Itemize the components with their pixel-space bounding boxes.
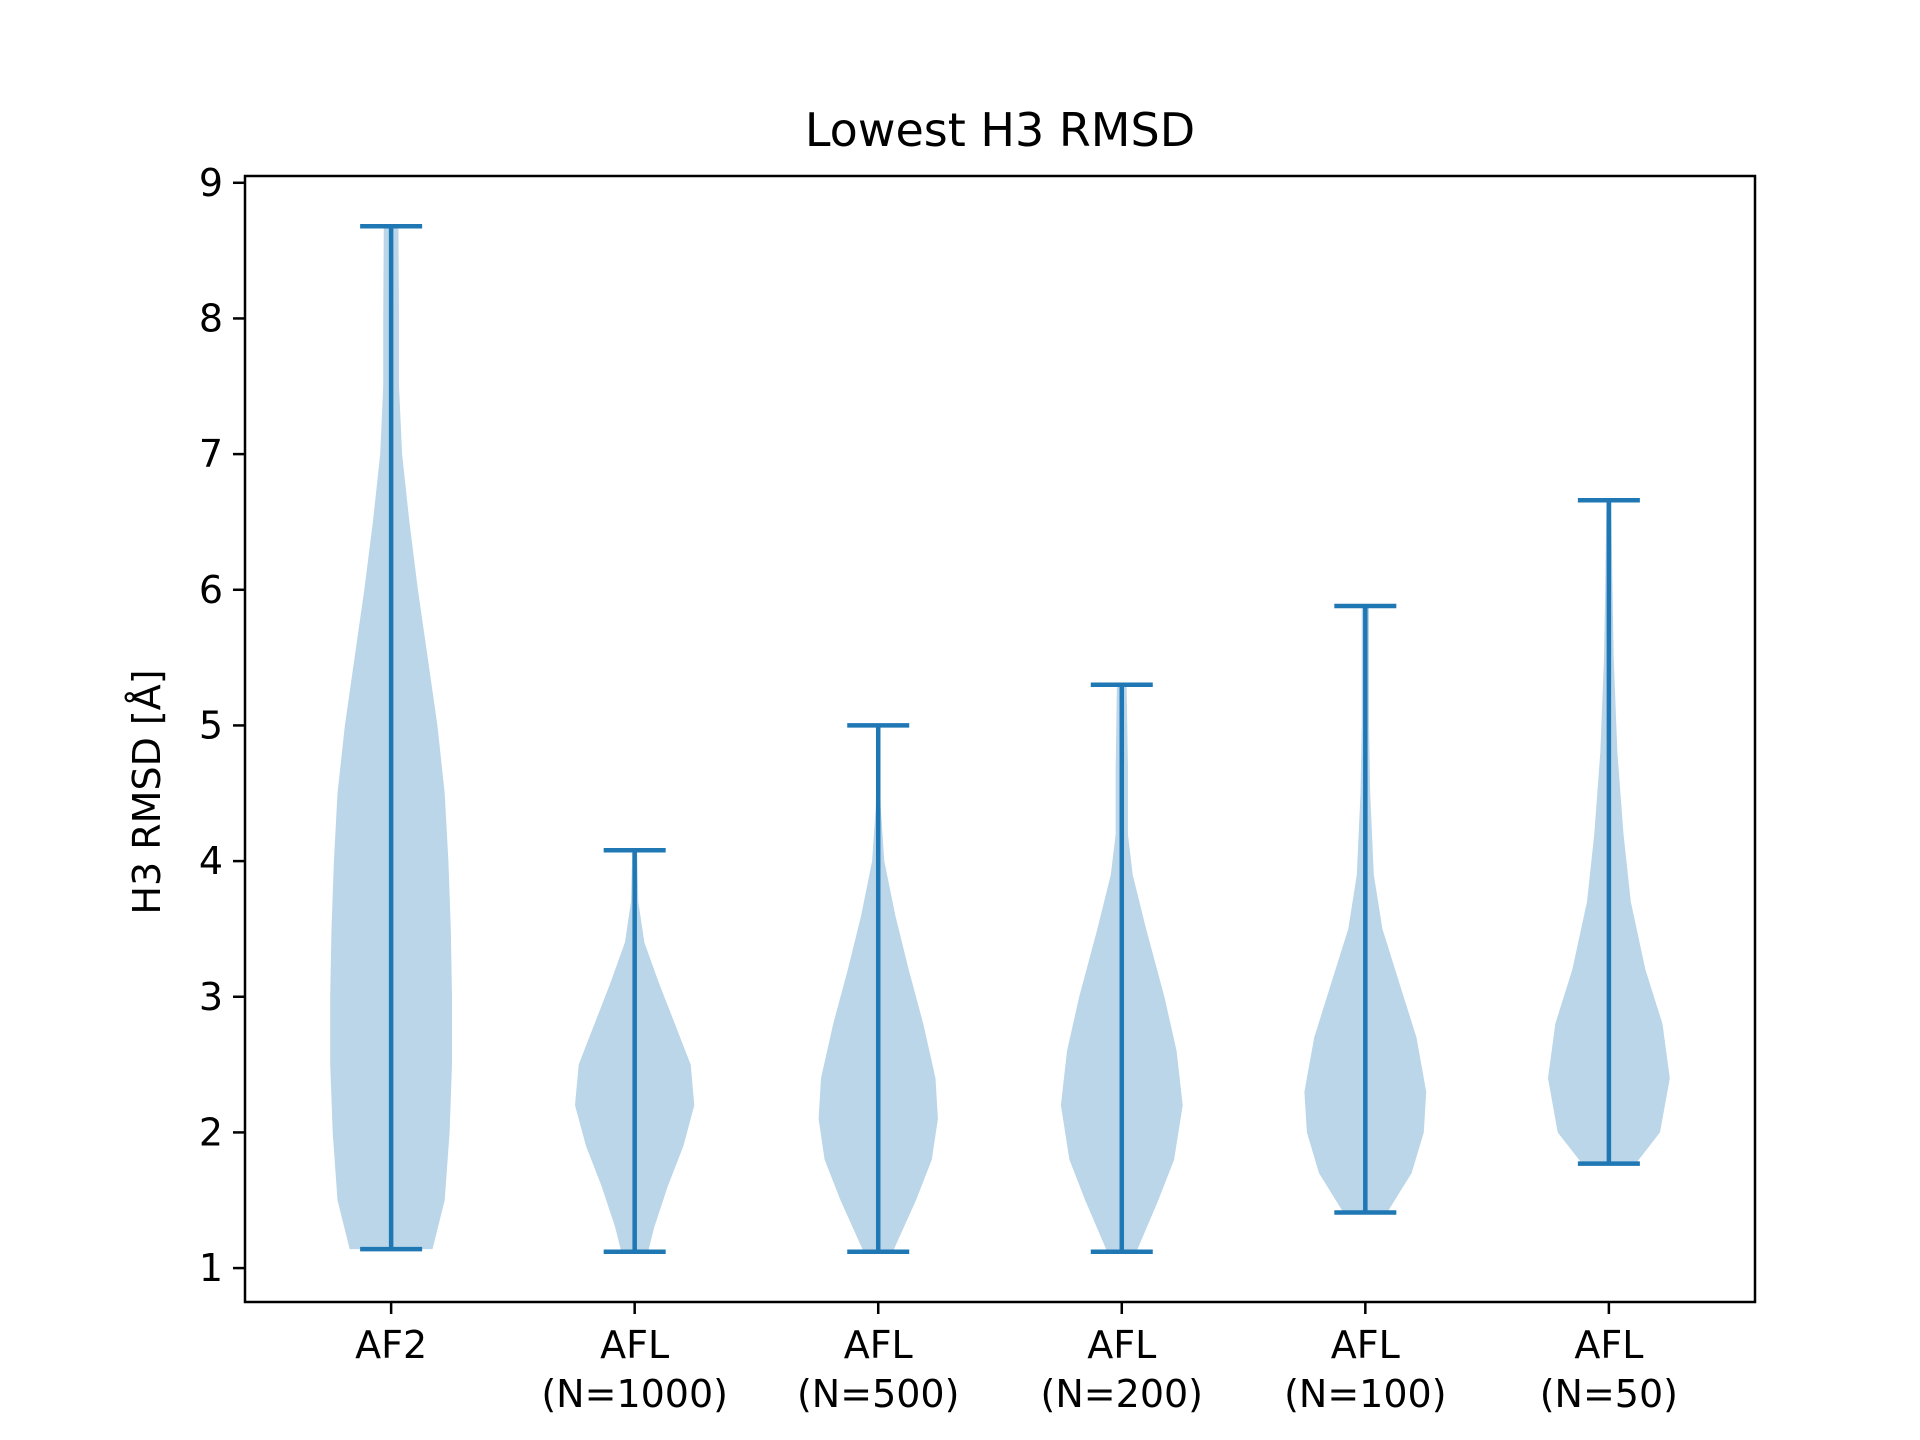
x-tick-label: AFL [1087, 1323, 1156, 1367]
x-tick-label: AFL [600, 1323, 669, 1367]
x-tick-label: AF2 [355, 1323, 427, 1367]
y-tick-label: 3 [199, 975, 223, 1019]
violin-whiskers [360, 223, 1640, 1255]
y-tick-label: 2 [199, 1110, 223, 1154]
y-tick-label: 5 [199, 703, 223, 747]
violin-bodies [330, 226, 1670, 1252]
x-tick-sublabel: (N=100) [1284, 1372, 1446, 1416]
x-tick-label: AFL [1574, 1323, 1643, 1367]
x-tick-sublabel: (N=500) [797, 1372, 959, 1416]
y-axis: 1 2 3 4 5 6 7 8 9 [199, 161, 245, 1290]
chart-title: Lowest H3 RMSD [805, 103, 1195, 157]
y-tick-label: 1 [199, 1246, 223, 1290]
plot-frame [243, 174, 1757, 1304]
y-tick-label: 4 [199, 839, 223, 883]
x-tick-sublabel: (N=1000) [541, 1372, 728, 1416]
x-tick-label: AFL [1331, 1323, 1400, 1367]
y-tick-label: 8 [199, 296, 223, 340]
x-tick-sublabel: (N=200) [1041, 1372, 1203, 1416]
x-tick-sublabel: (N=50) [1540, 1372, 1678, 1416]
y-tick-label: 6 [199, 568, 223, 612]
y-tick-label: 7 [199, 432, 223, 476]
y-axis-label: H3 RMSD [Å] [125, 669, 169, 914]
y-tick-label: 9 [199, 161, 223, 205]
x-axis: AF2 AFL (N=1000) AFL (N=500) AFL (N=200) AFL (N=… [355, 1302, 1678, 1416]
x-tick-label: AFL [844, 1323, 913, 1367]
